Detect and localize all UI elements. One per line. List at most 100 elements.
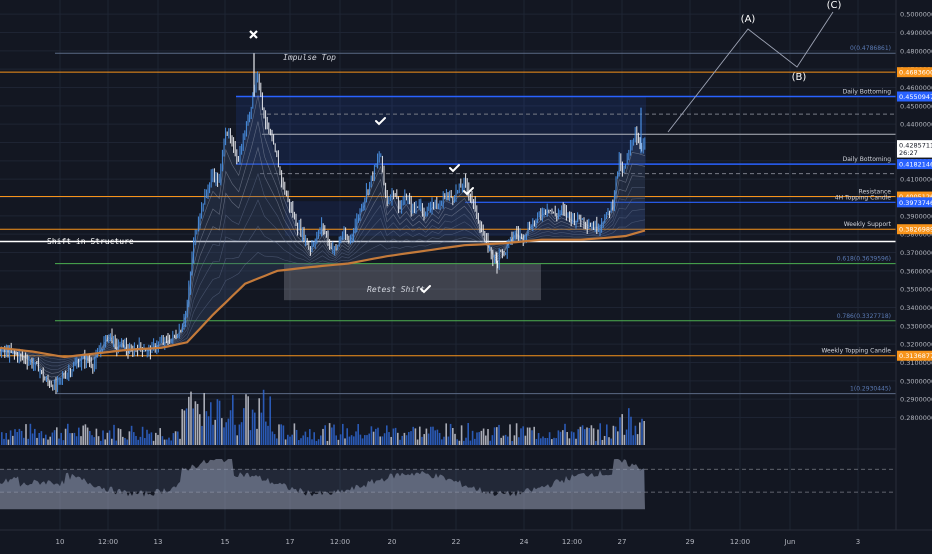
volume-bar bbox=[432, 426, 434, 445]
volume-bar bbox=[570, 431, 573, 445]
volume-bar bbox=[372, 431, 375, 445]
volume-bar bbox=[49, 436, 51, 445]
retest-shift-label: Retest Shift bbox=[367, 285, 425, 294]
volume-bar bbox=[403, 432, 406, 445]
volume-bar bbox=[227, 418, 230, 445]
volume-bar bbox=[529, 427, 531, 445]
volume-bar bbox=[135, 435, 137, 445]
volume-bar bbox=[507, 436, 509, 445]
ribbon-line bbox=[0, 146, 646, 374]
time-tick: 27 bbox=[618, 538, 627, 546]
volume-bar bbox=[108, 430, 111, 445]
volume-bar bbox=[408, 432, 410, 445]
volume-bar bbox=[58, 438, 60, 445]
volume-bar bbox=[614, 426, 617, 445]
volume-bar bbox=[515, 423, 518, 445]
volume-bar bbox=[603, 435, 606, 445]
annotations: Impulse Top Shift in Structure Retest Shif… bbox=[47, 0, 841, 294]
price-tick: 0.3000000 bbox=[900, 377, 932, 385]
volume-bar bbox=[207, 416, 210, 445]
volume-bar bbox=[251, 409, 254, 445]
volume-bar bbox=[212, 424, 214, 445]
volume-bar bbox=[419, 426, 421, 445]
volume-bar bbox=[430, 426, 432, 445]
price-tick: 0.3300000 bbox=[900, 322, 932, 330]
volume-bar bbox=[544, 438, 546, 445]
volume-bar bbox=[625, 429, 628, 445]
price-badge-label: 0.4182146 bbox=[899, 161, 932, 169]
volume-bar bbox=[518, 437, 520, 445]
volume-bar bbox=[504, 434, 507, 445]
volume-bar bbox=[240, 422, 243, 445]
volume-bar bbox=[460, 425, 463, 445]
volume-bar bbox=[566, 431, 568, 445]
volume-bar bbox=[262, 389, 265, 445]
volume-bar bbox=[280, 424, 282, 445]
volume-bar bbox=[482, 428, 485, 445]
volume-bar bbox=[124, 437, 126, 445]
wave-c-label: (C) bbox=[827, 0, 842, 11]
volume-bar bbox=[84, 424, 87, 445]
time-tick: 3 bbox=[856, 538, 860, 546]
volume-bar bbox=[511, 440, 513, 445]
volume-bar bbox=[5, 433, 7, 445]
volume-bar bbox=[458, 440, 461, 445]
volume-bar bbox=[317, 439, 320, 445]
volume-bar bbox=[456, 439, 458, 445]
volume-bar bbox=[454, 433, 456, 445]
time-axis: 10 12:00 13 15 17 12:00 20 22 24 12:00 27 29 12:00 Ju… bbox=[0, 529, 932, 550]
volume-bar bbox=[205, 411, 208, 445]
volume-bar bbox=[592, 428, 595, 445]
time-tick: 22 bbox=[452, 538, 461, 546]
oscillator-area bbox=[0, 459, 645, 510]
level-label: 0(0.4786861) bbox=[850, 45, 891, 52]
volume-bar bbox=[436, 429, 439, 445]
time-tick: 13 bbox=[154, 538, 163, 546]
volume-bar bbox=[128, 431, 131, 445]
volume-bar bbox=[188, 396, 190, 445]
volume-bar bbox=[623, 434, 626, 445]
volume-bar bbox=[216, 399, 219, 445]
volume-bar bbox=[476, 432, 478, 445]
volume-bar bbox=[348, 436, 351, 445]
level-label: Resistance bbox=[859, 189, 892, 196]
volume-bar bbox=[78, 427, 80, 445]
volume-bar bbox=[190, 391, 192, 445]
volume-bar bbox=[14, 429, 16, 445]
volume-bar bbox=[258, 398, 260, 445]
price-tick: 0.4400000 bbox=[900, 121, 932, 129]
price-tick: 0.3700000 bbox=[900, 249, 932, 257]
volume-bar bbox=[243, 408, 245, 445]
wave-projection-line bbox=[667, 11, 834, 133]
price-tick: 0.5000000 bbox=[900, 11, 932, 19]
price-tick: 0.3900000 bbox=[900, 212, 932, 220]
volume-bar bbox=[588, 428, 590, 445]
volume-bar bbox=[339, 434, 342, 445]
shaded-zones bbox=[236, 96, 646, 301]
price-badge bbox=[897, 140, 932, 151]
volume-bar bbox=[210, 402, 212, 445]
checkmark-icon bbox=[449, 164, 460, 173]
volume-bar bbox=[502, 435, 505, 445]
volume-bar bbox=[31, 433, 34, 445]
volume-bar bbox=[630, 416, 632, 445]
volume-bar bbox=[575, 438, 577, 445]
volume-bar bbox=[69, 433, 71, 445]
volume-bar bbox=[287, 434, 289, 445]
price-badge bbox=[897, 91, 932, 102]
volume-bar bbox=[551, 439, 553, 445]
volume-bar bbox=[126, 439, 128, 445]
volume-bar bbox=[269, 396, 271, 445]
volume-bar bbox=[293, 423, 296, 445]
volume-bar bbox=[203, 392, 205, 445]
time-tick: 12:00 bbox=[730, 538, 750, 546]
volume-bar bbox=[249, 430, 252, 445]
volume-bar bbox=[405, 435, 408, 445]
volume-bar bbox=[324, 425, 326, 445]
volume-bar bbox=[51, 432, 54, 445]
volume-bar bbox=[295, 429, 298, 445]
volume-bar bbox=[271, 431, 274, 445]
time-tick: 29 bbox=[686, 538, 695, 546]
